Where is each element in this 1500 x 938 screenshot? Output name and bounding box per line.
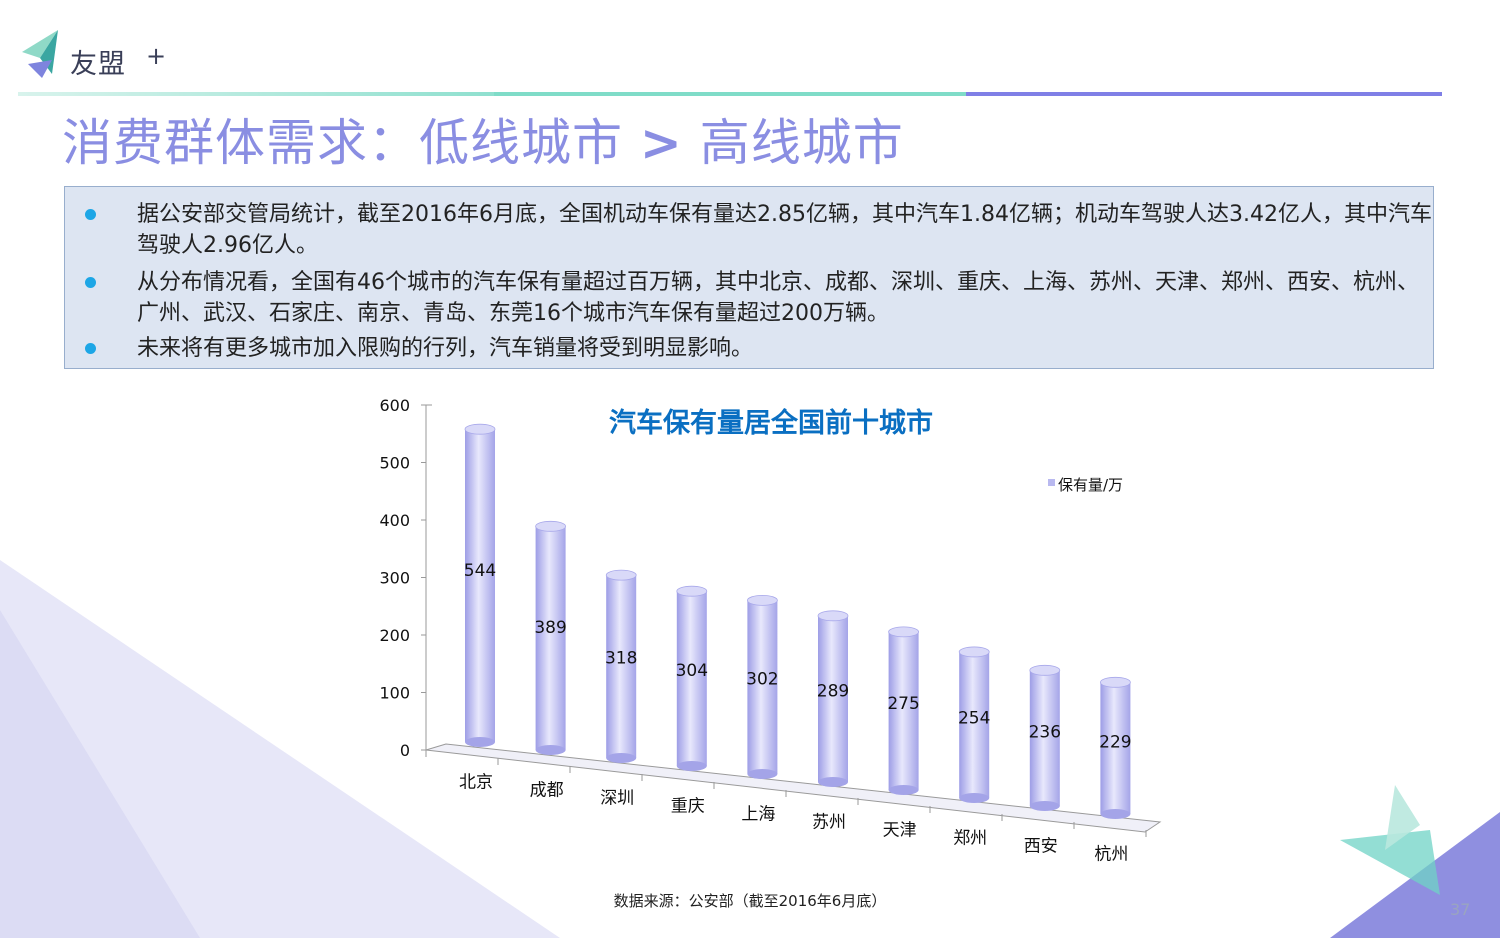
data-label: 275	[887, 694, 919, 714]
bar	[959, 651, 990, 798]
bar	[535, 526, 566, 750]
bar-base	[747, 769, 778, 779]
x-tick-label: 杭州	[1094, 845, 1128, 865]
x-tick-label: 天津	[883, 821, 917, 841]
data-label: 544	[464, 561, 496, 581]
bullet-dot-icon	[85, 343, 96, 354]
bullet-dot-icon	[85, 209, 96, 220]
bar	[606, 575, 637, 758]
page-number: 37	[1450, 900, 1471, 919]
bar-top	[958, 646, 990, 658]
bar-base	[888, 785, 919, 795]
header-rule-teal	[18, 92, 494, 96]
y-tick-label: 600	[379, 396, 410, 415]
bar-base	[1029, 801, 1060, 811]
bar	[1029, 670, 1060, 806]
x-tick-label: 苏州	[812, 813, 846, 833]
bullet-text: 从分布情况看，全国有46个城市的汽车保有量超过百万辆，其中北京、成都、深圳、重庆…	[137, 270, 1419, 326]
data-label: 304	[676, 661, 708, 681]
x-tick-label: 北京	[459, 773, 493, 793]
legend-swatch	[1048, 479, 1055, 486]
brand-logo: 友盟 +	[18, 28, 168, 84]
x-tick-label: 重庆	[671, 797, 705, 817]
bar-base	[606, 753, 637, 763]
legend-label: 保有量/万	[1058, 476, 1123, 494]
bar-base	[1100, 809, 1131, 819]
bar-base	[818, 777, 848, 787]
y-tick-label: 0	[400, 741, 410, 760]
summary-textbox: 据公安部交管局统计，截至2016年6月底，全国机动车保有量达2.85亿辆，其中汽…	[64, 186, 1434, 369]
page-title: 消费群体需求：低线城市 > 高线城市	[62, 108, 904, 178]
data-label: 229	[1099, 733, 1131, 753]
data-label: 318	[605, 648, 637, 668]
data-label: 289	[817, 682, 849, 702]
y-tick-label: 200	[379, 626, 410, 645]
chart-title: 汽车保有量居全国前十城市	[609, 407, 933, 439]
x-tick-label: 西安	[1024, 837, 1058, 857]
title-right: 高线城市	[699, 114, 904, 172]
brand-plus: +	[146, 42, 167, 70]
title-separator: >	[639, 114, 683, 172]
x-tick-label: 成都	[530, 781, 564, 801]
chart-floor	[425, 743, 1162, 833]
bar-base	[535, 745, 566, 755]
bird-logo-icon	[22, 30, 58, 78]
bar	[1100, 682, 1131, 814]
x-tick-label: 郑州	[953, 829, 987, 849]
bar-top	[746, 594, 778, 606]
bullet-text: 未来将有更多城市加入限购的行列，汽车销量将受到明显影响。	[137, 336, 754, 361]
y-tick-label: 500	[379, 454, 410, 473]
y-tick-label: 300	[379, 569, 410, 588]
data-label: 254	[958, 709, 990, 729]
bar-base	[465, 737, 495, 747]
header-rule-mint	[494, 92, 966, 96]
bar-top	[888, 626, 919, 638]
bullet-text: 据公安部交管局统计，截至2016年6月底，全国机动车保有量达2.85亿辆，其中汽…	[137, 202, 1432, 258]
x-tick-label: 深圳	[600, 789, 634, 809]
bar-top	[676, 585, 708, 597]
bar-base	[959, 793, 990, 803]
y-tick-label: 100	[379, 684, 410, 703]
bar-top	[605, 569, 637, 581]
bar-top	[1100, 676, 1131, 688]
x-tick-label: 上海	[741, 805, 775, 825]
source-note: 数据来源：公安部（截至2016年6月底）	[613, 892, 887, 910]
bullet-dot-icon	[85, 277, 96, 288]
title-left: 消费群体需求：低线城市	[62, 114, 623, 172]
brand-name: 友盟	[70, 49, 126, 80]
bar-top	[464, 423, 496, 435]
bar	[888, 631, 919, 790]
header-rule-indigo	[966, 92, 1442, 96]
data-label: 236	[1029, 722, 1061, 742]
data-label: 389	[534, 618, 566, 638]
y-tick-label: 400	[379, 511, 410, 530]
bar	[465, 429, 495, 742]
bar-top	[535, 520, 567, 532]
bar	[747, 600, 778, 774]
data-label: 302	[746, 669, 778, 689]
bar-base	[676, 761, 707, 771]
bar-top	[817, 610, 849, 622]
bar	[676, 591, 707, 766]
bar	[818, 615, 848, 782]
bar-top	[1029, 664, 1061, 676]
